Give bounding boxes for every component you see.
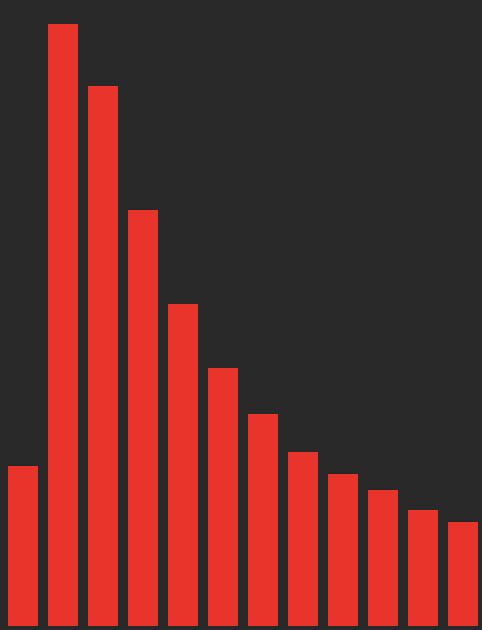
bar-12 — [448, 522, 478, 626]
bar-1 — [8, 466, 38, 626]
bar-9 — [328, 474, 358, 626]
bar-7 — [248, 414, 278, 626]
bar-5 — [168, 304, 198, 626]
bar-4 — [128, 210, 158, 626]
bar-6 — [208, 368, 238, 626]
bar-8 — [288, 452, 318, 626]
bar-10 — [368, 490, 398, 626]
bar-11 — [408, 510, 438, 626]
bar-2 — [48, 24, 78, 626]
bar-series — [8, 24, 478, 626]
bar-3 — [88, 86, 118, 626]
